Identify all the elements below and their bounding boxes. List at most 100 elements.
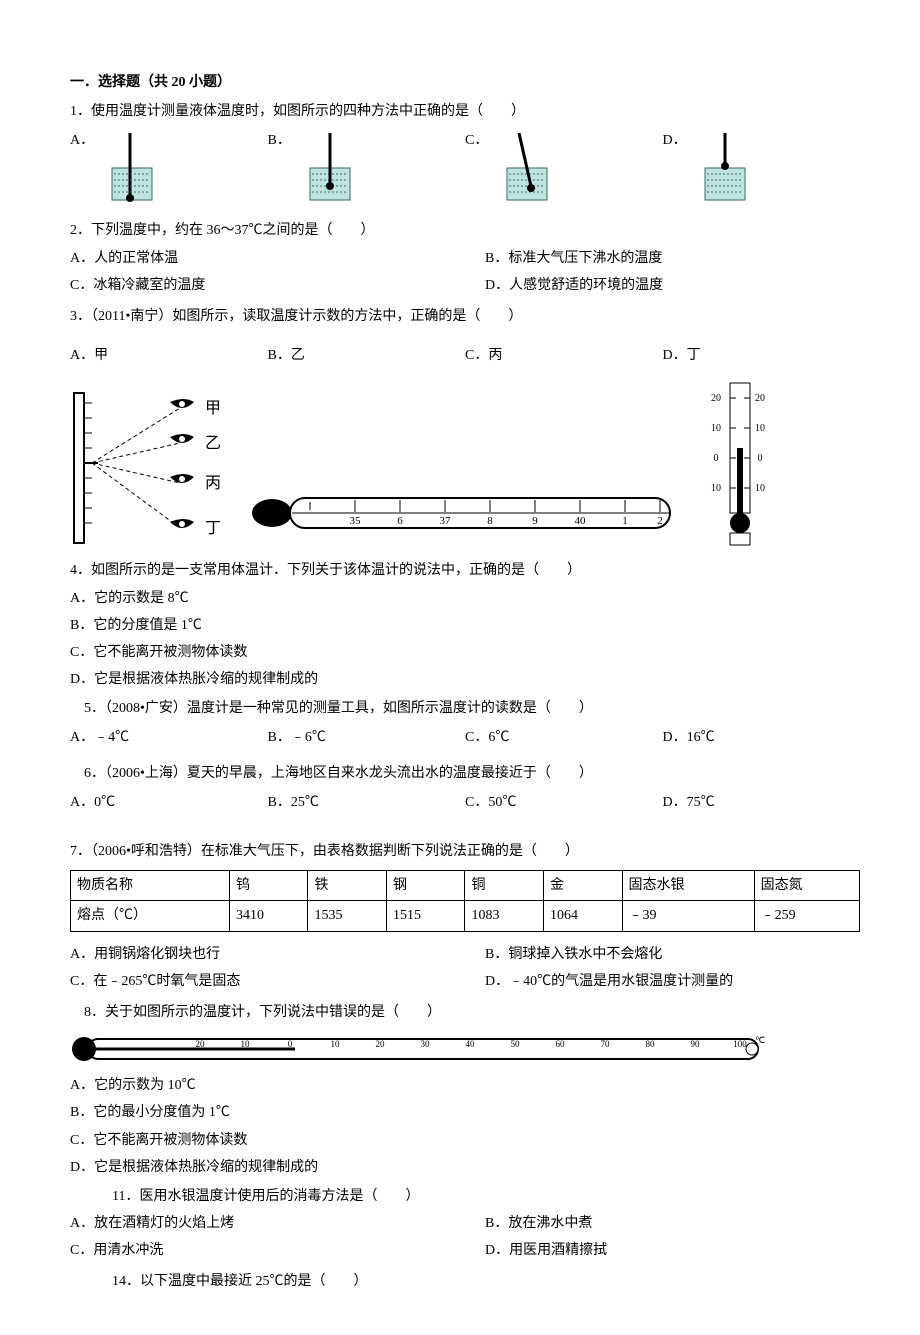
td-3: 1083 <box>465 901 544 931</box>
q3-a: A．甲 <box>70 343 268 368</box>
q8-figure: 20 10 0 10 20 30 40 50 60 70 80 90 100 ℃ <box>70 1031 860 1067</box>
q8-t0: 20 <box>196 1039 206 1049</box>
q11-c: C．用清水冲洗 <box>70 1238 445 1263</box>
q1-opt-b: B． <box>268 128 466 208</box>
q6-text: 6．（2006•上海）夏天的早晨，上海地区自来水龙头流出水的温度最接近于（ ） <box>70 761 860 786</box>
beaker-thermo-c-icon <box>497 128 557 208</box>
q7-options: A．用铜锅熔化钢块也行 B．铜球掉入铁水中不会熔化 C．在﹣265℃时氧气是固态… <box>70 942 860 994</box>
eye-a-label: 甲 <box>205 400 221 417</box>
q8-t2: 0 <box>288 1039 293 1049</box>
q6-d: D．75℃ <box>663 790 861 815</box>
q2-a: A．人的正常体温 <box>70 246 445 271</box>
htick-1: 6 <box>397 515 403 527</box>
q1-opt-c: C． <box>465 128 663 208</box>
q7-table: 物质名称 钨 铁 钢 铜 金 固态水银 固态氮 熔点（℃） 3410 1535 … <box>70 870 860 931</box>
q2-text: 2．下列温度中，约在 36～37℃之间的是（ ） <box>70 218 860 243</box>
htick-7: 2 <box>657 515 663 527</box>
q11-a: A．放在酒精灯的火焰上烤 <box>70 1211 445 1236</box>
q8-t5: 30 <box>421 1039 431 1049</box>
q4-a: A．它的示数是 8℃ <box>70 586 860 611</box>
q8-options: A．它的示数为 10℃ B．它的最小分度值为 1℃ C．它不能离开被测物体读数 … <box>70 1073 860 1180</box>
q2-d: D．人感觉舒适的环境的温度 <box>485 273 860 298</box>
q6-c: C．50℃ <box>465 790 663 815</box>
q8-t6: 40 <box>466 1039 476 1049</box>
th-1: 钨 <box>229 871 308 901</box>
q4-b: B．它的分度值是 1℃ <box>70 613 860 638</box>
q2-b: B．标准大气压下沸水的温度 <box>485 246 860 271</box>
q4-options: A．它的示数是 8℃ B．它的分度值是 1℃ C．它不能离开被测物体读数 D．它… <box>70 586 860 693</box>
q7-c: C．在﹣265℃时氧气是固态 <box>70 969 445 994</box>
q1-options: A． B． C． <box>70 128 860 208</box>
q4-d: D．它是根据液体热胀冷缩的规律制成的 <box>70 667 860 692</box>
q8-t7: 50 <box>511 1039 521 1049</box>
beaker-thermo-d-icon <box>695 128 755 208</box>
section-title: 一．选择题（共 20 小题） <box>70 70 860 95</box>
q1-text: 1．使用温度计测量液体温度时，如图所示的四种方法中正确的是（ ） <box>70 99 860 124</box>
vt-mr: 10 <box>755 423 765 434</box>
th-6: 固态水银 <box>622 871 754 901</box>
q11-text: 11．医用水银温度计使用后的消毒方法是（ ） <box>70 1184 860 1209</box>
q3-text: 3．（2011•南宁）如图所示，读取温度计示数的方法中，正确的是（ ） <box>70 304 860 329</box>
eye-b-label: 乙 <box>205 435 221 452</box>
q2-options: A．人的正常体温 B．标准大气压下沸水的温度 C．冰箱冷藏室的温度 D．人感觉舒… <box>70 246 860 298</box>
vt-lr: 0 <box>758 453 763 464</box>
th-0: 物质名称 <box>71 871 230 901</box>
q1-d-letter: D． <box>663 128 687 153</box>
htick-3: 8 <box>487 515 493 527</box>
th-7: 固态氮 <box>754 871 859 901</box>
beaker-thermo-a-icon <box>102 128 162 208</box>
q3-d: D．丁 <box>663 343 861 368</box>
q8-b: B．它的最小分度值为 1℃ <box>70 1100 860 1125</box>
q4-c: C．它不能离开被测物体读数 <box>70 640 860 665</box>
q7-text: 7．（2006•呼和浩特）在标准大气压下，由表格数据判断下列说法正确的是（ ） <box>70 839 860 864</box>
q5-c: C．6℃ <box>465 725 663 750</box>
q1-a-letter: A． <box>70 128 94 153</box>
eye-d-label: 丁 <box>205 520 221 537</box>
htick-4: 9 <box>532 515 538 527</box>
q3-figures: 甲 乙 丙 丁 35 6 37 8 9 40 1 2 <box>70 378 860 548</box>
clinical-thermometer-icon: 35 6 37 8 9 40 1 2 <box>250 478 690 548</box>
htick-5: 40 <box>575 515 587 527</box>
q3-c: C．丙 <box>465 343 663 368</box>
vt-ll: 0 <box>714 453 719 464</box>
td-2: 1515 <box>386 901 465 931</box>
q8-d: D．它是根据液体热胀冷缩的规律制成的 <box>70 1155 860 1180</box>
q8-t9: 70 <box>601 1039 611 1049</box>
td-5: ﹣39 <box>622 901 754 931</box>
th-3: 钢 <box>386 871 465 901</box>
q11-d: D．用医用酒精擦拭 <box>485 1238 860 1263</box>
htick-6: 1 <box>622 515 628 527</box>
q14-text: 14．以下温度中最接近 25℃的是（ ） <box>70 1269 860 1294</box>
q3-b: B．乙 <box>268 343 466 368</box>
table-data-row: 熔点（℃） 3410 1535 1515 1083 1064 ﹣39 ﹣259 <box>71 901 860 931</box>
q8-t10: 80 <box>646 1039 656 1049</box>
q6-options: A．0℃ B．25℃ C．50℃ D．75℃ <box>70 790 860 815</box>
q5-a: A．﹣4℃ <box>70 725 268 750</box>
q8-t4: 20 <box>376 1039 386 1049</box>
q1-opt-a: A． <box>70 128 268 208</box>
q1-opt-d: D． <box>663 128 861 208</box>
q5-text: 5．（2008•广安）温度计是一种常见的测量工具，如图所示温度计的读数是（ ） <box>70 696 860 721</box>
q11-b: B．放在沸水中煮 <box>485 1211 860 1236</box>
vt-tl: 20 <box>711 393 721 404</box>
q6-a: A．0℃ <box>70 790 268 815</box>
eye-angles-icon: 甲 乙 丙 丁 <box>70 388 230 548</box>
td-1: 1535 <box>308 901 387 931</box>
q5-options: A．﹣4℃ B．﹣6℃ C．6℃ D．16℃ <box>70 725 860 750</box>
q8-t8: 60 <box>556 1039 566 1049</box>
vt-tr: 20 <box>755 393 765 404</box>
q3-options: A．甲 B．乙 C．丙 D．丁 <box>70 343 860 368</box>
q8-t11: 90 <box>691 1039 701 1049</box>
q8-a: A．它的示数为 10℃ <box>70 1073 860 1098</box>
lab-thermometer-icon: 20 10 0 10 20 30 40 50 60 70 80 90 100 ℃ <box>70 1031 770 1067</box>
q5-b: B．﹣6℃ <box>268 725 466 750</box>
q4-text: 4．如图所示的是一支常用体温计．下列关于该体温计的说法中，正确的是（ ） <box>70 558 860 583</box>
q7-d: D．﹣40℃的气温是用水银温度计测量的 <box>485 969 860 994</box>
q7-a: A．用铜锅熔化钢块也行 <box>70 942 445 967</box>
q8-t12: 100 <box>733 1039 747 1049</box>
htick-0: 35 <box>350 515 362 527</box>
q2-c: C．冰箱冷藏室的温度 <box>70 273 445 298</box>
q8-unit: ℃ <box>755 1035 765 1045</box>
q8-text: 8．关于如图所示的温度计，下列说法中错误的是（ ） <box>70 1000 860 1025</box>
td-label: 熔点（℃） <box>71 901 230 931</box>
